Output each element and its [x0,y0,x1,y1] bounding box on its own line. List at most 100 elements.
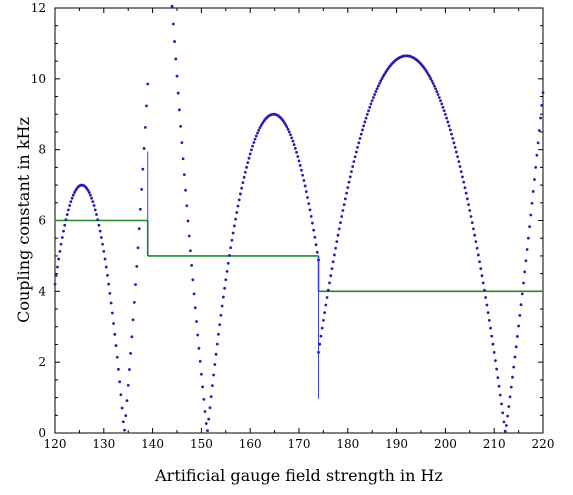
y-axis-tick-labels: 0 2 4 6 8 10 12 [31,1,47,440]
data-point [345,191,348,195]
data-point [223,286,226,290]
data-point [95,213,98,216]
x-tick-label: 130 [92,437,115,451]
data-point [212,373,216,377]
data-point [540,103,544,107]
data-point [117,367,120,371]
data-point [536,141,540,145]
data-point [520,292,524,296]
data-point [88,193,92,197]
data-point [440,102,444,106]
data-point [468,209,472,212]
data-point [318,342,322,346]
data-point [320,326,324,330]
x-tick-label: 180 [336,437,359,451]
data-point [307,202,311,205]
data-point [187,234,191,238]
data-point [314,243,318,247]
data-point [535,153,539,157]
data-point [487,318,491,322]
data-point [63,223,67,227]
y-axis-ticks [55,7,543,434]
data-point [326,288,330,292]
x-tick-label: 140 [141,437,164,451]
data-point [107,282,111,286]
data-point [69,200,73,204]
data-point [231,231,235,235]
data-point [225,270,229,273]
data-point [176,91,180,95]
data-point [531,190,535,193]
data-point [130,335,134,339]
data-point [59,242,63,246]
data-point [541,91,545,94]
data-point [86,188,90,192]
data-point [218,323,222,327]
data-point [428,75,431,78]
data-point [197,346,201,350]
data-point [104,265,108,269]
data-point [171,22,175,26]
data-point [461,175,464,179]
data-point [237,198,241,202]
data-point [73,191,76,194]
data-point [67,208,70,212]
data-point [62,229,65,233]
data-point [96,218,100,222]
data-point [362,124,366,128]
data-point [200,372,203,376]
data-point [180,141,184,145]
data-point [325,296,329,299]
data-point [447,124,451,128]
data-point [381,75,385,78]
data-point [525,248,529,251]
data-point [537,129,541,132]
data-point [463,186,467,190]
data-point [348,175,352,179]
data-point [343,197,347,201]
data-point [196,333,200,337]
y-tick-label: 2 [38,355,46,369]
data-point [475,246,479,250]
x-tick-label: 190 [385,437,408,451]
data-point [140,188,144,191]
data-point [448,128,452,132]
data-point [476,253,480,257]
data-point [480,274,484,278]
data-point [64,218,68,222]
data-point [221,295,225,299]
data-point [101,242,104,246]
data-point [206,429,209,433]
data-point [229,246,233,250]
data-point [312,228,316,232]
data-point [331,260,335,264]
data-point [204,422,208,425]
data-point [311,221,314,225]
data-point [297,159,301,163]
data-point [91,200,95,204]
y-tick-label: 12 [31,1,46,15]
data-point [514,345,518,349]
data-point [236,204,240,208]
data-point [126,383,130,387]
data-point [287,130,291,134]
x-axis-title: Artificial gauge field strength in Hz [154,466,443,485]
data-point [434,87,438,91]
data-point [145,104,148,108]
data-point [143,125,147,129]
data-point [429,77,433,81]
data-point [369,102,373,106]
data-point [342,203,346,207]
x-axis-ticks [54,8,544,433]
data-point [483,288,486,292]
data-point [258,126,262,130]
data-point [195,320,198,323]
data-point [186,219,190,223]
data-point [458,165,462,168]
data-point [259,124,263,127]
data-point [192,292,196,296]
data-point [481,281,485,285]
data-point [501,411,505,415]
data-point [364,116,368,120]
y-tick-label: 8 [38,143,46,157]
